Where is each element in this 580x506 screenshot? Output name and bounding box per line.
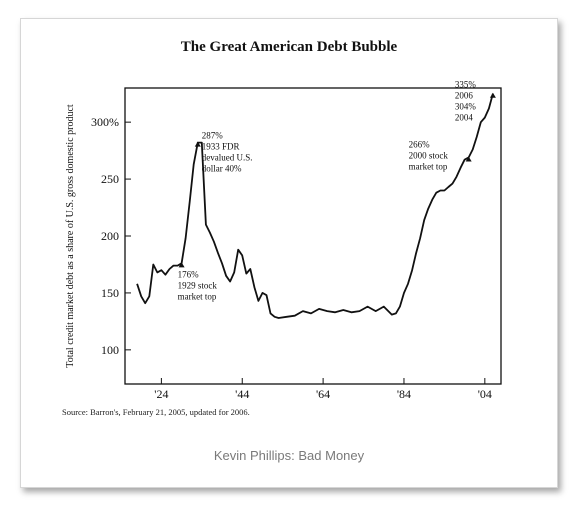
x-tick-label: '44 (235, 387, 249, 401)
image-caption: Kevin Phillips: Bad Money (213, 448, 365, 463)
x-tick-label: '84 (397, 387, 411, 401)
annotation-text: 287% (202, 131, 224, 141)
annotation-text: 304% (455, 102, 477, 112)
y-tick-label: 300% (91, 115, 119, 129)
annotation-text: 335% (455, 80, 477, 90)
annotation-text: 2006 (455, 91, 474, 101)
chart-title: The Great American Debt Bubble (180, 39, 398, 55)
y-tick-label: 100 (101, 343, 119, 357)
source-note: Source: Barron's, February 21, 2005, upd… (62, 407, 250, 417)
annotation-text: 1929 stock (178, 280, 218, 290)
y-tick-label: 250 (101, 172, 119, 186)
figure-frame: The Great American Debt Bubble 100 150 200… (20, 18, 558, 488)
annotation-marker (465, 156, 472, 162)
annotation-text: dollar 40% (202, 164, 242, 174)
annotation-text: market top (409, 161, 448, 171)
y-axis-label: Total credit market debt as a share of U… (65, 104, 76, 368)
series-line-0 (136, 93, 494, 319)
annotation-marker (489, 92, 496, 98)
annotation-text: devalued U.S. (202, 153, 253, 163)
y-tick-label: 200 (101, 229, 119, 243)
debt-chart: 100 150 200 250 300% '24 '44 '64 '84 '04 Total cre… (65, 80, 502, 401)
annotation-text: 1933 FDR (202, 142, 240, 152)
annotation-text: 2000 stock (409, 150, 449, 160)
x-tick-label: '24 (154, 387, 168, 401)
y-tick-label: 150 (101, 286, 119, 300)
annotation-marker (194, 141, 201, 147)
x-tick-label: '64 (316, 387, 330, 401)
annotation-text: market top (178, 291, 217, 301)
annotation-text: 2004 (455, 113, 474, 123)
x-tick-label: '04 (478, 387, 492, 401)
plot-area (124, 87, 502, 385)
annotation-marker (178, 262, 185, 268)
annotation-text: 176% (178, 269, 200, 279)
annotation-text: 266% (409, 139, 431, 149)
